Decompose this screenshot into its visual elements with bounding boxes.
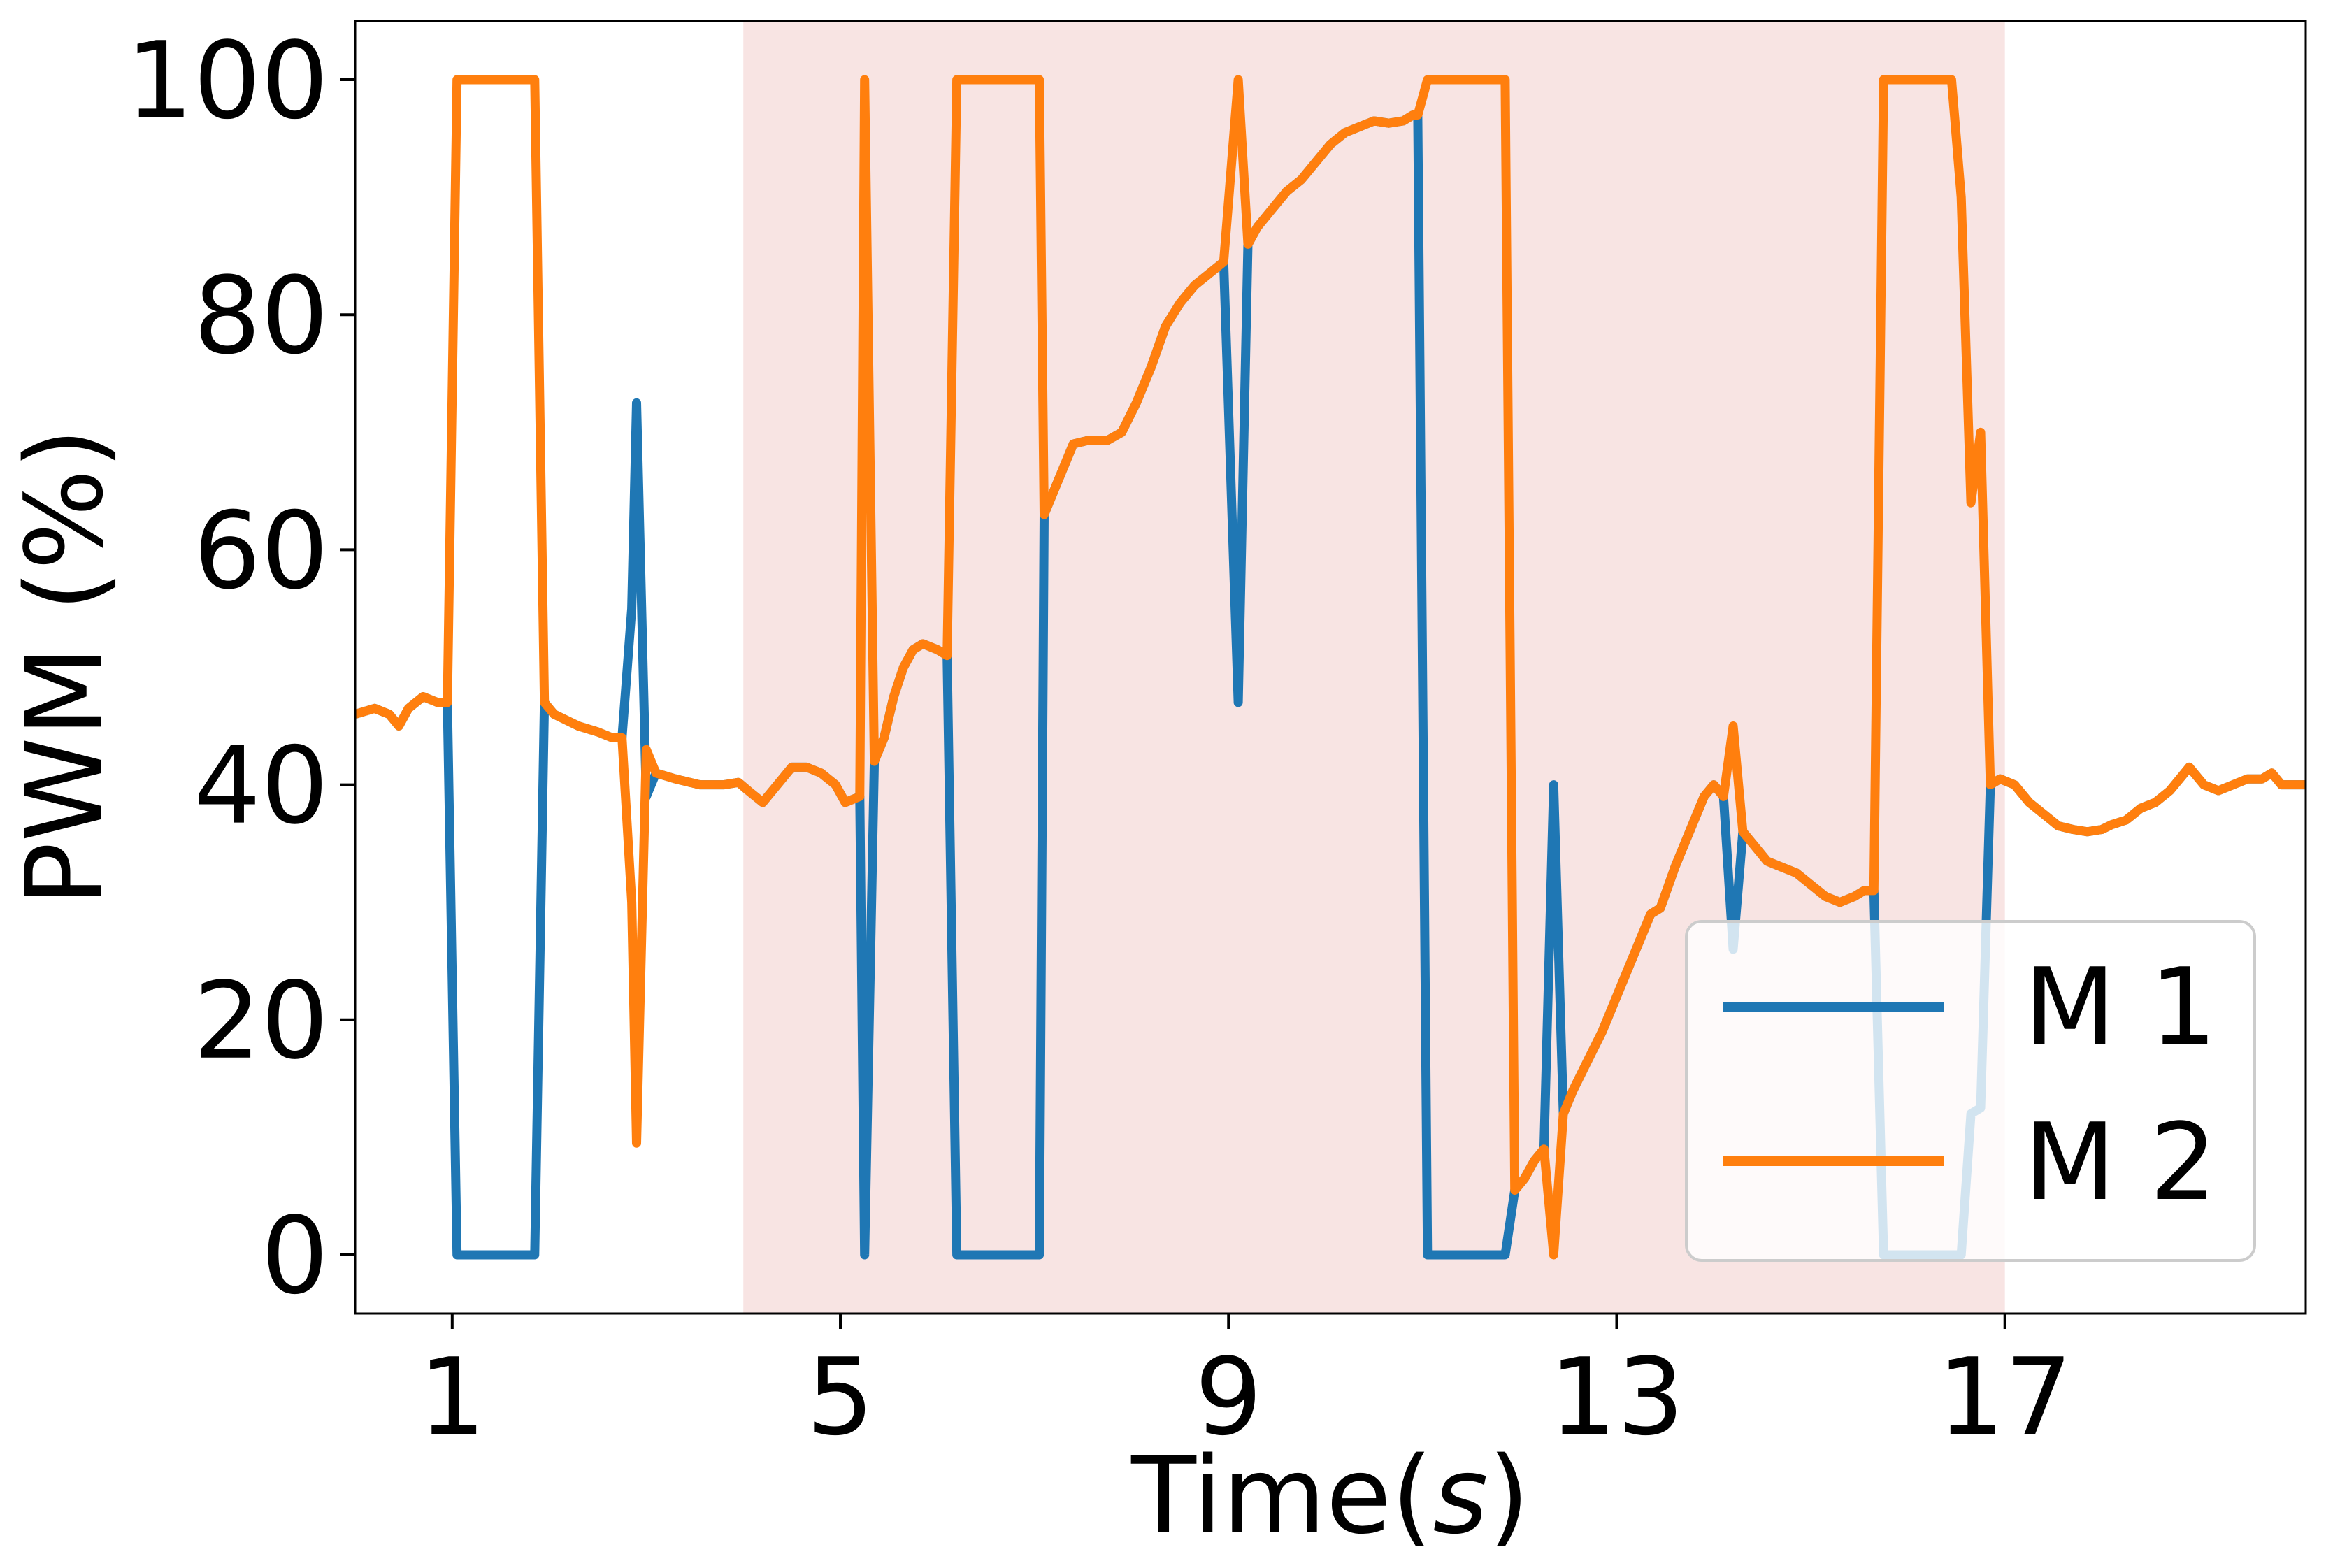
series-layer [355, 75, 2306, 1260]
x-axis-label-paren-close: ) [1488, 1434, 1530, 1558]
x-axis-label: Time(s) [1130, 1434, 1530, 1558]
legend-label-m1: M 1 [2024, 945, 2217, 1069]
legend-label-m2: M 2 [2024, 1100, 2217, 1224]
y-axis-label: PWM (%) [3, 428, 127, 906]
y-tick-label: 60 [194, 489, 329, 612]
y-axis-ticks: 0 20 40 60 80 100 [126, 19, 355, 1318]
y-tick-label: 100 [126, 19, 329, 143]
x-axis-label-text: Time [1130, 1434, 1391, 1558]
x-tick-label: 17 [1937, 1335, 2072, 1459]
legend: M 1 M 2 [1685, 920, 2256, 1262]
y-tick-label: 20 [194, 959, 329, 1083]
x-axis-ticks: 1 5 9 13 17 [418, 1314, 2072, 1459]
x-tick-label: 9 [1195, 1335, 1263, 1459]
y-tick-label: 0 [261, 1194, 329, 1318]
y-tick-label: 40 [194, 724, 329, 848]
y-tick-label: 80 [194, 254, 329, 377]
x-tick-label: 13 [1549, 1335, 1684, 1459]
x-axis-label-unit: s [1433, 1434, 1488, 1558]
series-line-m2 [355, 75, 2306, 1260]
x-tick-label: 1 [418, 1335, 486, 1459]
x-axis-label-paren-open: ( [1391, 1434, 1433, 1558]
x-tick-label: 5 [807, 1335, 875, 1459]
plot-frame [354, 20, 2307, 1315]
